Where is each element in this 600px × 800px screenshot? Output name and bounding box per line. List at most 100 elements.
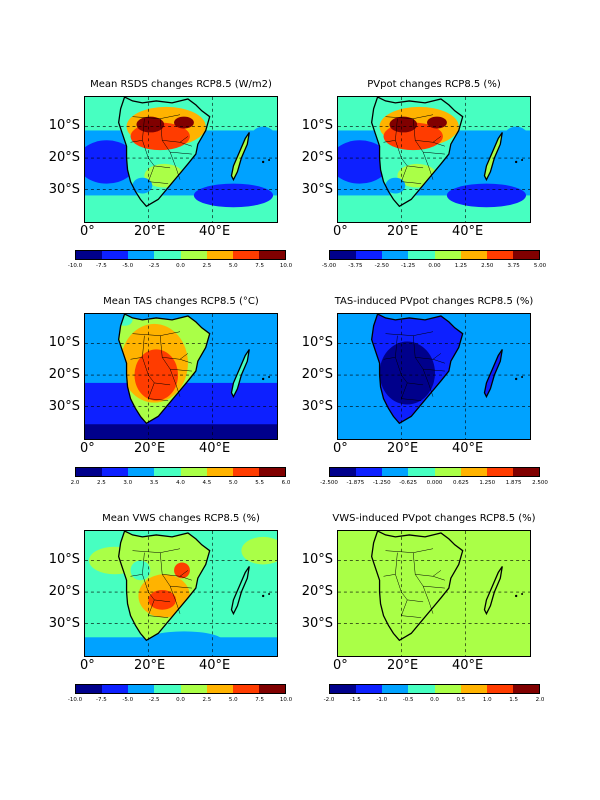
colorbar-tick-label: -5.0	[122, 263, 133, 269]
latitude-label: 10°S	[293, 335, 333, 350]
colorbar-swatch	[487, 685, 513, 693]
island-dot	[262, 378, 264, 380]
colorbar-tick-label: 2.5	[97, 480, 106, 486]
colorbar-tick-label: 3.0	[123, 480, 132, 486]
colorbar-tick-label: 3.75	[508, 263, 520, 269]
colorbar-tick-label: 10.0	[280, 263, 292, 269]
colorbar-tick-label: -7.5	[96, 697, 107, 703]
colorbar-tick-label: -7.5	[96, 263, 107, 269]
colorbar-swatch	[128, 468, 154, 476]
latitude-label: 20°S	[293, 367, 333, 382]
colorbar-tick-label: 1.5	[509, 697, 518, 703]
colorbar-swatch	[356, 251, 382, 259]
colorbar-tick-label: 4.5	[203, 480, 212, 486]
land-patch-min	[380, 342, 435, 405]
colorbar-tick-label: 0.000	[427, 480, 443, 486]
colorbar-swatch	[330, 468, 356, 476]
map-plot	[84, 530, 278, 657]
colorbar-swatch	[513, 685, 539, 693]
colorbar-tick-label: 5.5	[255, 480, 264, 486]
colorbar-tick-label: -2.500	[320, 480, 338, 486]
latitude-label: 10°S	[40, 335, 80, 350]
colorbar-swatch	[382, 251, 408, 259]
longitude-label: 0°	[80, 658, 95, 673]
colorbar-tick-label: 4.0	[176, 480, 185, 486]
longitude-label: 20°E	[134, 224, 165, 239]
colorbar	[329, 467, 540, 477]
colorbar-tick-label: 0.0	[176, 697, 185, 703]
colorbar-tick-label: -10.0	[68, 263, 82, 269]
panel-title: Mean VWS changes RCP8.5 (%)	[44, 513, 318, 524]
latitude-label: 10°S	[293, 552, 333, 567]
colorbar	[329, 250, 540, 260]
longitude-label: 20°E	[387, 658, 418, 673]
colorbar-swatch	[102, 251, 128, 259]
colorbar-tick-label: -1.0	[376, 697, 387, 703]
colorbar-swatch	[102, 685, 128, 693]
map-plot	[337, 313, 531, 440]
colorbar-tick-label: -1.5	[350, 697, 361, 703]
colorbar-swatch	[382, 468, 408, 476]
colorbar	[75, 684, 286, 694]
latitude-label: 30°S	[40, 399, 80, 414]
colorbar-tick-label: 5.0	[229, 697, 238, 703]
colorbar-swatch	[382, 685, 408, 693]
colorbar-tick-label: -1.25	[401, 263, 415, 269]
longitude-label: 0°	[333, 224, 348, 239]
colorbar-swatch	[233, 685, 259, 693]
colorbar-swatch	[259, 685, 285, 693]
longitude-label: 40°E	[199, 224, 230, 239]
colorbar-tick-label: 3.5	[150, 480, 159, 486]
latitude-label: 10°S	[293, 118, 333, 133]
panel-title: PVpot changes RCP8.5 (%)	[297, 79, 571, 90]
colorbar-tick-label: 5.0	[229, 263, 238, 269]
colorbar-swatch	[408, 685, 434, 693]
colorbar-tick-label: 6.0	[282, 480, 291, 486]
colorbar-swatch	[102, 468, 128, 476]
latitude-label: 30°S	[40, 616, 80, 631]
panel-title: TAS-induced PVpot changes RCP8.5 (%)	[297, 296, 571, 307]
island-dot	[521, 159, 523, 161]
colorbar-swatch	[76, 685, 102, 693]
colorbar-tick-label: -10.0	[68, 697, 82, 703]
colorbar-swatch	[330, 685, 356, 693]
colorbar-swatch	[259, 251, 285, 259]
longitude-label: 0°	[333, 441, 348, 456]
map-plot	[84, 96, 278, 223]
colorbar	[75, 467, 286, 477]
colorbar-tick-label: 2.5	[203, 263, 212, 269]
colorbar-tick-label: 1.25	[455, 263, 467, 269]
colorbar-swatch	[207, 685, 233, 693]
colorbar-swatch	[513, 251, 539, 259]
longitude-label: 0°	[80, 441, 95, 456]
colorbar-tick-label: -0.625	[399, 480, 417, 486]
land-patch-west	[131, 561, 151, 581]
island-dot	[521, 593, 523, 595]
colorbar-swatch	[181, 251, 207, 259]
latitude-label: 20°S	[293, 584, 333, 599]
longitude-label: 20°E	[387, 224, 418, 239]
longitude-label: 0°	[80, 224, 95, 239]
colorbar-swatch	[408, 251, 434, 259]
land-patch-hot	[148, 590, 176, 610]
ocean-field	[338, 531, 530, 656]
colorbar-tick-label: -1.250	[373, 480, 391, 486]
colorbar-swatch	[461, 685, 487, 693]
colorbar-tick-label: -1.875	[347, 480, 365, 486]
colorbar-swatch	[128, 685, 154, 693]
colorbar	[75, 250, 286, 260]
longitude-label: 20°E	[134, 658, 165, 673]
longitude-label: 40°E	[199, 441, 230, 456]
colorbar-tick-label: 2.500	[532, 480, 548, 486]
longitude-label: 20°E	[134, 441, 165, 456]
colorbar-swatch	[128, 251, 154, 259]
island-dot	[262, 595, 264, 597]
latitude-label: 30°S	[293, 399, 333, 414]
map-plot	[84, 313, 278, 440]
colorbar-swatch	[435, 468, 461, 476]
colorbar-tick-label: 1.875	[506, 480, 522, 486]
latitude-label: 30°S	[40, 182, 80, 197]
colorbar-swatch	[154, 468, 180, 476]
colorbar-swatch	[259, 468, 285, 476]
longitude-label: 40°E	[199, 658, 230, 673]
